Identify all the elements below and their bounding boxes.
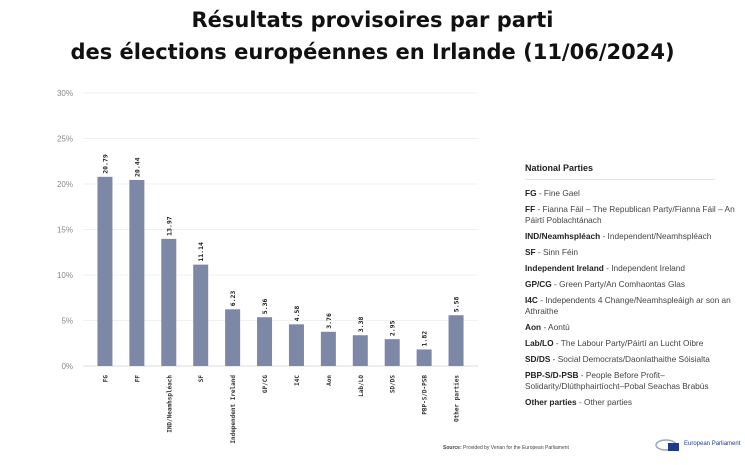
legend-item: FF - Fianna Fáil – The Republican Party/… — [525, 204, 740, 226]
logo-text: European Parliament — [684, 440, 741, 447]
legend-name: - Fianna Fáil – The Republican Party/Fia… — [525, 204, 735, 225]
bar — [193, 264, 209, 366]
bar — [416, 349, 432, 366]
legend-item: SD/DS - Social Democrats/Daonlathaithe S… — [525, 354, 740, 365]
x-tick-label: Aon — [326, 375, 333, 386]
legend-item: SF - Sinn Féin — [525, 247, 740, 258]
legend-item: Aon - Aontú — [525, 322, 740, 333]
data-label: 1.82 — [421, 331, 429, 347]
x-tick-label: SD/DS — [390, 375, 397, 393]
source-text: Provided by Verian for the European Parl… — [463, 445, 569, 451]
legend-item: FG - Fine Gael — [525, 188, 740, 199]
legend-abbr: PBP-S/D-PSB — [525, 370, 579, 380]
source-note: Source: Provided by Verian for the Europ… — [443, 445, 569, 451]
legend-name: - Green Party/An Comhaontas Glas — [551, 279, 686, 289]
bar — [225, 309, 241, 366]
data-label: 5.36 — [261, 298, 269, 314]
parliament-logo-icon — [655, 439, 679, 451]
legend-abbr: GP/CG — [525, 279, 552, 289]
legend-name: - People Before Profit–Solidarity/Dlúthp… — [525, 370, 709, 391]
data-label: 5.58 — [453, 296, 461, 312]
data-label: 20.79 — [101, 154, 109, 174]
x-tick-label: FG — [102, 375, 109, 383]
legend-name: - Independent Ireland — [606, 263, 686, 273]
x-tick-label: GP/CG — [262, 375, 269, 393]
data-label: 6.23 — [229, 291, 237, 307]
y-tick-label: 30% — [57, 89, 73, 98]
legend-abbr: IND/Neamhspléach — [525, 231, 601, 241]
x-tick-label: Other parties — [454, 375, 461, 422]
x-tick-label: Lab/LO — [358, 375, 365, 397]
data-label: 4.58 — [293, 306, 301, 322]
legend-item: Independent Ireland - Independent Irelan… — [525, 263, 740, 274]
x-tick-label: SF — [198, 375, 205, 383]
source-label: Source: — [443, 445, 462, 451]
bar — [288, 324, 304, 366]
bar — [129, 179, 145, 366]
legend-name: - Social Democrats/Daonlathaithe Sóisial… — [550, 354, 710, 364]
legend-name: - Independent/Neamhspléach — [600, 231, 712, 241]
legend-item: Other parties - Other parties — [525, 397, 740, 408]
legend-name: - Other parties — [576, 397, 632, 407]
legend-item: IND/Neamhspléach - Independent/Neamhsplé… — [525, 231, 740, 242]
chart-title-line1: Résultats provisoires par parti — [191, 8, 554, 32]
x-tick-label: PBP-S/D-PSB — [422, 375, 429, 415]
legend-abbr: FF — [525, 204, 536, 214]
y-tick-label: 20% — [57, 180, 73, 189]
bar — [320, 331, 336, 366]
data-label: 20.44 — [133, 157, 141, 177]
bar — [352, 335, 368, 366]
data-label: 2.95 — [389, 320, 397, 336]
bar — [257, 317, 273, 366]
legend: National Parties FG - Fine Gael FF - Fian… — [525, 163, 740, 413]
legend-item: GP/CG - Green Party/An Comhaontas Glas — [525, 279, 740, 290]
legend-abbr: Aon — [525, 322, 542, 332]
chart-title-line2: des élections européennes en Irlande (11… — [70, 40, 675, 64]
bar — [161, 238, 177, 366]
legend-name: - Sinn Féin — [535, 247, 579, 257]
legend-abbr: SD/DS — [525, 354, 551, 364]
bar — [448, 315, 464, 366]
legend-item: I4C - Independents 4 Change/Neamhspleáig… — [525, 295, 740, 317]
legend-title: National Parties — [525, 163, 715, 180]
legend-name: - Fine Gael — [536, 188, 580, 198]
legend-abbr: SF — [525, 247, 536, 257]
data-label: 13.97 — [165, 216, 173, 236]
y-tick-label: 15% — [57, 226, 73, 235]
legend-abbr: Lab/LO — [525, 338, 554, 348]
x-tick-label: I4C — [294, 375, 301, 386]
legend-item: Lab/LO - The Labour Party/Páirtí an Luch… — [525, 338, 740, 349]
data-label: 3.38 — [357, 317, 365, 333]
x-tick-label: FF — [134, 375, 141, 383]
legend-name: - Aontú — [541, 322, 570, 332]
y-tick-label: 0% — [61, 362, 73, 371]
data-label: 3.76 — [325, 313, 333, 329]
y-tick-label: 25% — [57, 135, 73, 144]
y-tick-label: 5% — [61, 317, 73, 326]
bar — [97, 176, 113, 366]
legend-abbr: Other parties — [525, 397, 577, 407]
legend-abbr: Independent Ireland — [525, 263, 607, 273]
legend-name: - Independents 4 Change/Neamhspleáigh ar… — [525, 295, 731, 316]
bar — [384, 339, 400, 366]
data-label: 11.14 — [197, 242, 205, 262]
european-parliament-logo: European Parliament — [655, 437, 740, 451]
legend-abbr: FG — [525, 188, 537, 198]
legend-item: PBP-S/D-PSB - People Before Profit–Solid… — [525, 370, 740, 392]
x-tick-label: Independent Ireland — [230, 375, 237, 444]
y-tick-label: 10% — [57, 271, 73, 280]
legend-name: - The Labour Party/Páirtí an Lucht Oibre — [553, 338, 704, 348]
legend-abbr: I4C — [525, 295, 538, 305]
x-tick-label: IND/Neamhspléach — [166, 375, 173, 433]
